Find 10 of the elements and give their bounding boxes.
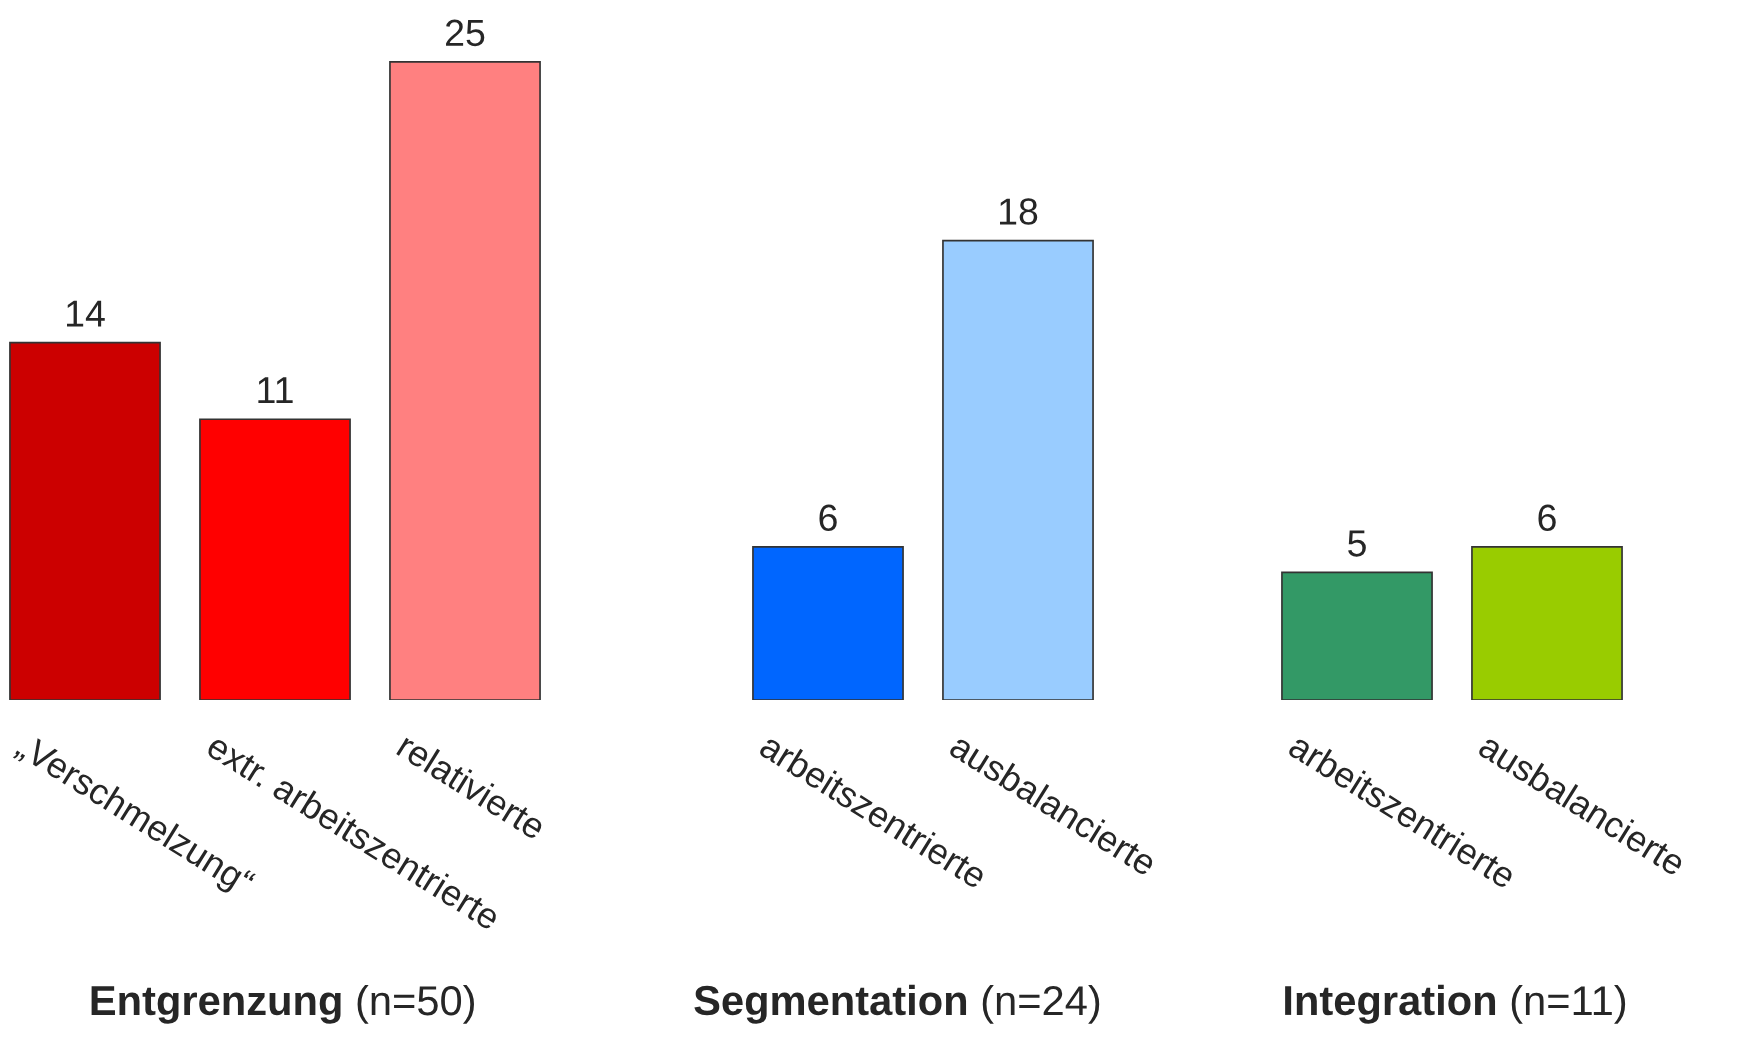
x-axis-title: Segmentation (n=24) xyxy=(694,984,1100,1024)
x-axis-title: Entgrenzung (n=50) xyxy=(91,984,474,1024)
data-label: 11 xyxy=(258,377,293,404)
data-label: 18 xyxy=(1000,198,1038,225)
data-label: 6 xyxy=(1538,504,1556,532)
data-label: 14 xyxy=(67,300,105,327)
data-label: 25 xyxy=(446,19,485,47)
data-label: 5 xyxy=(1348,530,1366,557)
data-label: 6 xyxy=(819,504,837,532)
x-axis-title: Integration (n=11) xyxy=(1285,984,1626,1024)
